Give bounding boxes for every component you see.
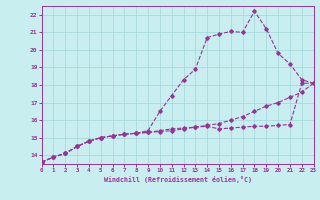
X-axis label: Windchill (Refroidissement éolien,°C): Windchill (Refroidissement éolien,°C): [104, 176, 252, 183]
